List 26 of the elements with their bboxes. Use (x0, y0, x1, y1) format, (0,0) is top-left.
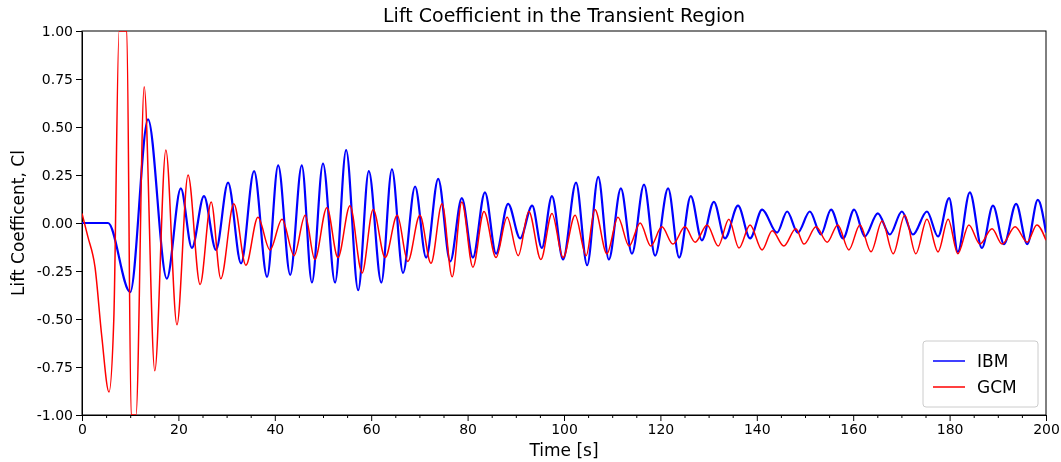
x-tick-label: 160 (840, 420, 868, 437)
y-tick-label: 0.50 (41, 118, 73, 135)
legend-label: GCM (977, 377, 1017, 397)
x-tick-label: 80 (459, 420, 478, 437)
y-tick-label: -0.50 (36, 310, 73, 327)
y-tick-label: -1.00 (36, 406, 73, 423)
x-tick-label: 0 (78, 420, 87, 437)
x-tick-label: 20 (169, 420, 188, 437)
x-tick-label: 140 (743, 420, 771, 437)
x-axis-title: Time [s] (528, 440, 599, 460)
x-tick-label: 40 (266, 420, 285, 437)
x-tick-label: 200 (1033, 420, 1060, 437)
x-tick-label: 60 (362, 420, 381, 437)
legend-label: IBM (977, 351, 1009, 371)
x-tick-label: 120 (647, 420, 675, 437)
y-axis-title: Lift Coefficent, Cl (8, 150, 28, 296)
y-tick-label: 0.25 (41, 166, 73, 183)
y-tick-label: 0.00 (41, 214, 73, 231)
y-tick-label: 1.00 (41, 22, 73, 39)
chart-title: Lift Coefficient in the Transient Region (383, 4, 745, 26)
x-tick-label: 180 (936, 420, 964, 437)
line-series (82, 118, 1046, 294)
y-tick-label: -0.75 (36, 358, 73, 375)
x-tick-label: 100 (551, 420, 578, 437)
y-tick-label: -0.25 (36, 262, 73, 279)
y-tick-label: 0.75 (41, 70, 73, 87)
